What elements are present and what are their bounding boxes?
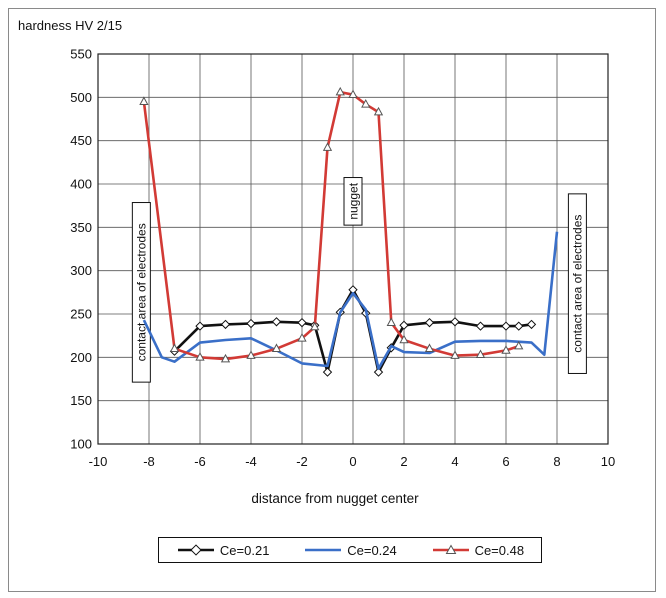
legend-swatch-red-triangle	[432, 544, 469, 554]
legend-swatch-black-diamond	[177, 544, 214, 556]
x-tick-label: 6	[502, 454, 509, 469]
y-tick-label: 250	[70, 307, 92, 322]
data-point-triangle	[424, 343, 435, 352]
data-point-triangle	[348, 89, 358, 99]
data-point-triangle	[246, 350, 256, 359]
data-point-diamond	[373, 367, 384, 377]
x-tick-label: -2	[296, 454, 308, 469]
x-tick-label: 8	[553, 454, 560, 469]
x-tick-label: -6	[194, 454, 206, 469]
electrode-annotation: contact area of electrodes	[131, 202, 151, 383]
data-point-diamond	[195, 321, 205, 331]
electrode-annotation: contact area of electrodes	[567, 193, 587, 374]
x-tick-label: 10	[601, 454, 615, 469]
data-point-triangle	[501, 345, 511, 354]
data-point-triangle	[322, 142, 333, 151]
data-point-diamond	[348, 285, 358, 295]
legend-item-ce-048: Ce=0.48	[431, 542, 525, 558]
data-point-triangle	[450, 350, 460, 359]
data-point-triangle	[297, 333, 307, 342]
data-point-diamond	[475, 321, 486, 331]
x-tick-label: -10	[89, 454, 108, 469]
y-tick-label: 150	[70, 393, 92, 408]
annotation-label: contact area of electrodes	[135, 223, 149, 361]
legend-label: Ce=0.24	[347, 542, 397, 558]
data-point-diamond	[424, 317, 435, 328]
data-point-triangle	[361, 99, 371, 108]
series-line-3	[142, 90, 520, 361]
annotation-label: nugget	[346, 182, 360, 219]
data-point-diamond	[399, 320, 409, 330]
data-point-triangle	[475, 349, 486, 359]
x-tick-label: 2	[400, 454, 407, 469]
x-tick-label: -8	[143, 454, 155, 469]
data-point-triangle	[335, 86, 345, 96]
plot-border	[97, 53, 609, 445]
nugget-annotation: nugget	[343, 177, 363, 226]
y-tick-label: 100	[70, 437, 92, 452]
data-point-triangle	[271, 343, 282, 352]
x-tick-label: 4	[451, 454, 458, 469]
data-point-diamond	[450, 317, 460, 327]
data-point-diamond	[246, 318, 256, 329]
data-point-triangle	[373, 106, 384, 116]
y-tick-label: 450	[70, 133, 92, 148]
data-point-triangle	[514, 340, 524, 350]
data-point-diamond	[322, 367, 333, 377]
data-point-diamond	[297, 317, 307, 328]
x-tick-label: -4	[245, 454, 257, 469]
legend-label: Ce=0.48	[474, 542, 525, 558]
data-point-triangle	[220, 353, 231, 363]
chart-legend: Ce=0.21 Ce=0.24 Ce=0.48	[158, 537, 542, 563]
y-axis-title: hardness HV 2/15	[18, 18, 122, 33]
series-line-2	[142, 231, 559, 370]
data-point-triangle	[139, 96, 149, 105]
legend-label: Ce=0.21	[219, 542, 270, 558]
y-tick-label: 500	[70, 90, 92, 105]
legend-swatch-blue-line	[305, 548, 342, 552]
y-tick-label: 350	[70, 220, 92, 235]
data-point-triangle	[386, 317, 396, 326]
annotation-box	[131, 202, 151, 383]
y-tick-label: 400	[70, 177, 92, 192]
annotation-box	[343, 177, 363, 226]
data-point-triangle	[195, 352, 205, 361]
annotation-box	[567, 193, 587, 374]
legend-item-ce-024: Ce=0.24	[303, 543, 397, 558]
data-point-diamond	[514, 321, 524, 331]
data-point-triangle	[399, 334, 409, 344]
y-tick-label: 550	[70, 47, 92, 62]
x-tick-label: 0	[349, 454, 356, 469]
data-point-diamond	[526, 319, 537, 330]
x-axis-title: distance from nugget center	[251, 491, 419, 506]
data-point-triangle	[310, 321, 320, 331]
data-point-diamond	[271, 317, 282, 327]
data-point-diamond	[501, 321, 511, 331]
data-point-diamond	[220, 319, 231, 330]
y-tick-label: 200	[70, 350, 92, 365]
annotation-label: contact area of electrodes	[571, 215, 585, 353]
data-point-triangle	[169, 343, 180, 352]
y-tick-label: 300	[70, 263, 92, 278]
legend-item-ce-021: Ce=0.21	[176, 542, 270, 558]
